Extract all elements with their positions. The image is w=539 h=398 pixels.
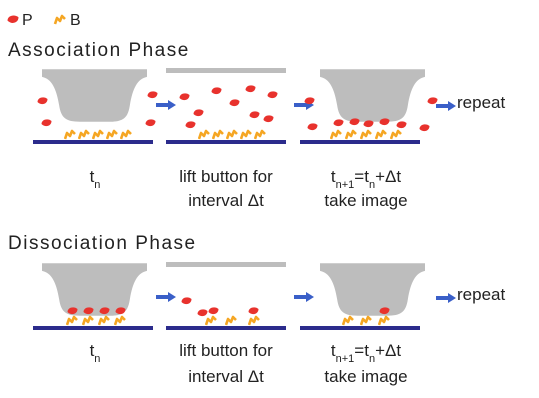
- p-molecule: [198, 309, 208, 316]
- arrow: [294, 292, 314, 302]
- surface: [166, 140, 286, 144]
- lifted-button: [166, 68, 286, 73]
- b-molecule: [255, 131, 265, 139]
- b-molecule: [107, 131, 117, 139]
- surface: [33, 326, 153, 330]
- p-molecule: [148, 91, 158, 98]
- step-label: tn: [90, 167, 101, 191]
- p-molecule: [249, 307, 259, 314]
- arrow: [436, 293, 456, 303]
- arrow: [156, 292, 176, 302]
- step-label: interval Δt: [188, 367, 264, 386]
- label-text: take image: [324, 367, 407, 386]
- b-molecule: [331, 131, 341, 139]
- b-molecule: [213, 131, 223, 139]
- b-molecule: [67, 317, 77, 325]
- p-molecule: [230, 99, 240, 106]
- p-molecule: [182, 297, 192, 304]
- b-molecule: [227, 131, 237, 139]
- p-molecule: [264, 115, 274, 122]
- repeat-label: repeat: [457, 93, 505, 112]
- arrow: [156, 100, 176, 110]
- label-text: =t: [354, 167, 369, 186]
- step-label: lift button for: [179, 341, 273, 360]
- surface: [33, 140, 153, 144]
- subscript: n: [94, 353, 100, 365]
- legend-label: P: [22, 12, 33, 29]
- p-molecule: [194, 109, 204, 116]
- page: {"legend": {"items": [{"label": "P", "co…: [0, 0, 539, 398]
- b-molecule: [346, 131, 356, 139]
- surface: [300, 140, 420, 144]
- b-molecule: [206, 317, 216, 325]
- b-molecule: [391, 131, 401, 139]
- step-label: take image: [324, 367, 407, 386]
- b-molecule: [65, 131, 75, 139]
- subscript: n+1: [336, 353, 355, 365]
- b-molecule: [121, 131, 131, 139]
- p-molecule: [146, 119, 156, 126]
- b-molecule: [83, 317, 93, 325]
- b-molecule: [226, 317, 236, 325]
- label-text: +Δt: [375, 341, 401, 360]
- b-molecule: [376, 131, 386, 139]
- diagram: P B Association Phase Dissociation Phase…: [0, 0, 539, 398]
- step-label: lift button for: [179, 167, 273, 186]
- chamber: [42, 69, 147, 122]
- p-molecule: [305, 97, 315, 104]
- p-molecule: [186, 121, 196, 128]
- phase-title: Dissociation Phase: [8, 233, 197, 254]
- b-molecule: [379, 317, 389, 325]
- legend-icon: [8, 15, 19, 22]
- p-molecule: [334, 119, 344, 126]
- b-molecule: [199, 131, 209, 139]
- p-molecule: [428, 97, 438, 104]
- chamber: [42, 263, 147, 316]
- b-molecule: [79, 131, 89, 139]
- b-molecule: [249, 317, 259, 325]
- label-text: lift button for: [179, 341, 273, 360]
- p-molecule: [268, 91, 278, 98]
- p-molecule: [42, 119, 52, 126]
- b-molecule: [99, 317, 109, 325]
- surface: [300, 326, 420, 330]
- p-molecule: [246, 85, 256, 92]
- b-molecule: [361, 131, 371, 139]
- label-text: interval Δt: [188, 191, 264, 210]
- p-molecule: [180, 93, 190, 100]
- b-molecule: [93, 131, 103, 139]
- chamber: [320, 69, 425, 122]
- label-text: take image: [324, 191, 407, 210]
- subscript: n+1: [336, 179, 355, 191]
- b-molecule: [343, 317, 353, 325]
- b-molecule: [115, 317, 125, 325]
- b-molecule: [361, 317, 371, 325]
- step-label: tn: [90, 341, 101, 365]
- p-molecule: [209, 307, 219, 314]
- step-label: interval Δt: [188, 191, 264, 210]
- repeat-label: repeat: [457, 285, 505, 304]
- legend-icon: [55, 16, 65, 24]
- step-label: take image: [324, 191, 407, 210]
- p-molecule: [397, 121, 407, 128]
- p-molecule: [420, 124, 430, 131]
- p-molecule: [38, 97, 48, 104]
- p-molecule: [308, 123, 318, 130]
- arrow: [436, 101, 456, 111]
- p-molecule: [250, 111, 260, 118]
- label-text: interval Δt: [188, 367, 264, 386]
- phase-title: Association Phase: [8, 40, 190, 61]
- b-molecule: [241, 131, 251, 139]
- subscript: n: [94, 179, 100, 191]
- step-label: tn+1=tn+Δt: [331, 167, 401, 191]
- chamber: [320, 263, 425, 316]
- label-text: +Δt: [375, 167, 401, 186]
- surface: [166, 326, 286, 330]
- p-molecule: [212, 87, 222, 94]
- lifted-button: [166, 262, 286, 267]
- step-label: tn+1=tn+Δt: [331, 341, 401, 365]
- legend-label: B: [70, 12, 81, 29]
- label-text: =t: [354, 341, 369, 360]
- label-text: lift button for: [179, 167, 273, 186]
